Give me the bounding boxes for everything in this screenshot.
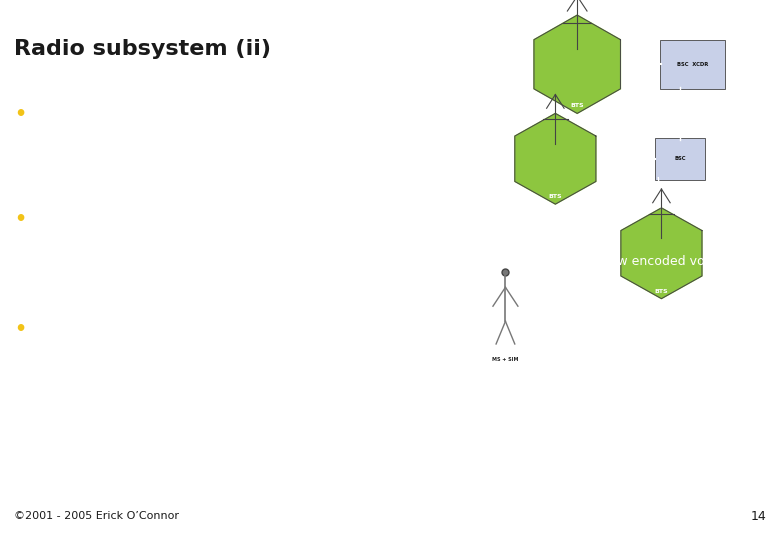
Text: BSC: BSC [675,156,686,161]
Text: •: • [14,210,27,229]
Text: –: – [43,235,49,248]
Text: ©2001 - 2005 Erick O’Connor: ©2001 - 2005 Erick O’Connor [14,511,179,521]
Text: But, typically located at BSC to save on transmission costs: But, typically located at BSC to save on… [64,235,432,248]
Text: Interfaces: Interfaces [37,320,122,335]
Text: BTS: BTS [654,288,668,294]
Text: Assists in handover between cells and between BTS: Assists in handover between cells and be… [64,150,390,163]
Text: Radio subsystem (ii): Radio subsystem (ii) [14,39,271,59]
Text: –: – [43,365,49,378]
Polygon shape [515,113,596,204]
Text: –: – [43,130,49,143]
Text: "A" – BSC to MSC interface carrying voice, BSC signalling and Radio: "A" – BSC to MSC interface carrying voic… [64,365,488,378]
Text: BTS: BTS [548,194,562,199]
Text: XCDR provides 13 kbps Coding / Decoding between GSM Codec & standard 64 kbps A-l: XCDR provides 13 kbps Coding / Decoding … [64,255,723,268]
Text: Basestation Controller (BSC) controls a number of BTS: Basestation Controller (BSC) controls a … [37,105,489,120]
Text: –: – [43,405,49,418]
Text: –: – [43,255,49,268]
FancyBboxPatch shape [655,138,705,179]
Text: Manages the Radio Resource, allocating channels on the air interface: Manages the Radio Resource, allocating c… [64,170,500,183]
Text: –: – [43,150,49,163]
Text: BTS can be connected in "Star" or "Daisy-chain" arrangement to BSC (max. 15): BTS can be connected in "Star" or "Daisy… [64,405,563,418]
Polygon shape [621,208,702,299]
Text: "Abis" – BTS to BSC interface (never fully standardised so vendor-specific varia: "Abis" – BTS to BSC interface (never ful… [64,345,618,358]
Text: •: • [14,105,27,124]
Text: •: • [14,320,27,339]
Text: MS + SIM: MS + SIM [492,356,519,362]
Text: 14: 14 [750,510,766,523]
Text: Transcoding (XCDR) function is logically associated with BTS: Transcoding (XCDR) function is logically… [37,210,538,225]
Polygon shape [534,15,620,113]
Text: –: – [43,385,49,398]
Text: BTS: BTS [570,103,584,109]
Text: –: – [43,170,49,183]
Text: –: – [43,345,49,358]
Text: Traffic Channels are mapped one-to-one between BTS and Transcoder: Traffic Channels are mapped one-to-one b… [64,385,503,398]
Text: encoded voice: encoded voice [64,273,172,286]
FancyBboxPatch shape [660,40,725,89]
Text: Acts as a small switch: Acts as a small switch [64,130,202,143]
Text: BSC  XCDR: BSC XCDR [677,62,708,67]
